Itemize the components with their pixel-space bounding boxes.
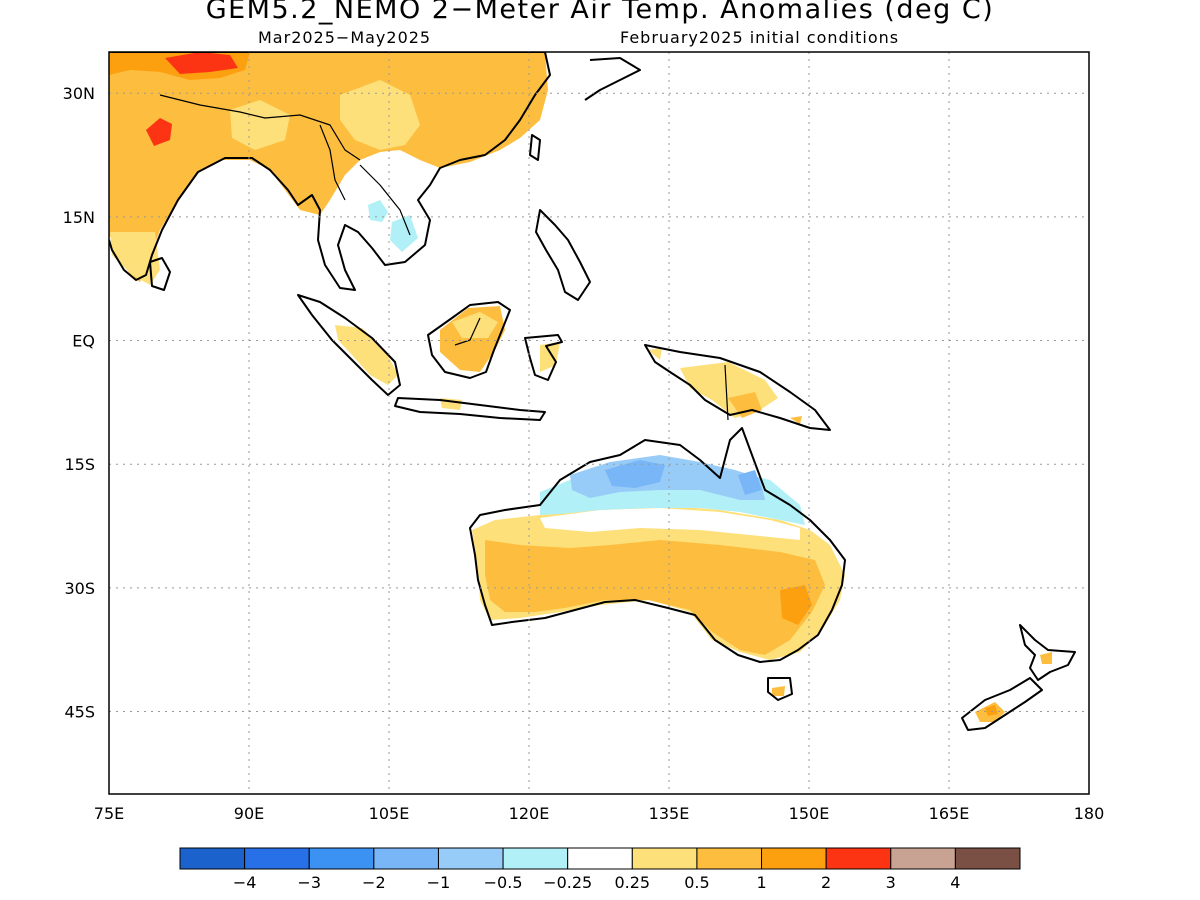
- longitude-label: 180: [1074, 804, 1105, 823]
- graticule: [109, 52, 1089, 794]
- philippines-outline: [535, 209, 591, 301]
- borneo-light: [452, 312, 498, 338]
- australia-outline: [469, 427, 846, 663]
- asia-coastline: [109, 52, 551, 291]
- sulawesi-outline: [524, 334, 563, 381]
- latitude-label: 45S: [64, 703, 95, 722]
- legend-swatch: [308, 847, 375, 870]
- sulawesi-light: [540, 342, 560, 372]
- longitude-label: 90E: [234, 804, 264, 823]
- legend-label: 4: [950, 873, 960, 892]
- coastlines: [109, 52, 1076, 731]
- legend-swatch: [244, 847, 310, 870]
- japan-outline: [584, 57, 641, 101]
- legend-label: −3: [297, 873, 321, 892]
- color-legend: −4 −3 −2 −1 −0.5 −0.25 0.25 0.5 1 2 3 4: [179, 847, 1021, 892]
- longitude-label: 105E: [369, 804, 410, 823]
- country-border: [319, 124, 346, 201]
- new-guinea-light: [648, 348, 662, 360]
- legend-swatch: [761, 847, 827, 870]
- map-frame: [108, 51, 1090, 795]
- longitude-label: 75E: [94, 804, 124, 823]
- australia-white-band: [540, 508, 800, 540]
- legend-label: 0.5: [684, 873, 709, 892]
- new-guinea-outline: [644, 344, 831, 431]
- country-border: [454, 317, 481, 346]
- sumatra-light: [335, 325, 398, 385]
- legend-label: 1: [756, 873, 766, 892]
- legend-swatch: [631, 847, 698, 870]
- taiwan-outline: [529, 134, 541, 161]
- longitude-label: 165E: [929, 804, 970, 823]
- asia-hot-patch: [165, 52, 238, 74]
- new-guinea-warm: [790, 416, 802, 424]
- legend-label: 2: [821, 873, 831, 892]
- indochina-cool-patch: [368, 200, 388, 222]
- new-zealand-warm: [1040, 652, 1052, 664]
- new-zealand-south-outline: [961, 677, 1043, 731]
- legend-swatch: [179, 847, 246, 870]
- legend-swatch: [890, 847, 956, 870]
- legend-swatch: [373, 847, 439, 870]
- indochina-cool-patch: [390, 215, 418, 252]
- legend-swatch: [696, 847, 763, 870]
- latitude-label: 30S: [64, 579, 95, 598]
- australia-cool-strong: [605, 460, 665, 488]
- australia-warm: [485, 540, 825, 655]
- initial-conditions: February2025 initial conditions: [620, 28, 900, 47]
- legend-swatch: [825, 847, 892, 870]
- legend-label: −4: [233, 873, 257, 892]
- sumatra-outline: [297, 294, 401, 396]
- longitude-label: 150E: [789, 804, 830, 823]
- tasmania-outline: [767, 677, 793, 701]
- tasmania-warm: [772, 686, 785, 696]
- legend-swatch: [437, 847, 504, 870]
- legend-swatch: [502, 847, 569, 870]
- legend-label: −0.5: [484, 873, 523, 892]
- forecast-period: Mar2025−May2025: [258, 28, 432, 47]
- asia-hot-patch: [146, 118, 172, 146]
- asia-warm-region: [109, 52, 548, 282]
- country-border: [359, 164, 411, 236]
- latitude-label: 15S: [64, 455, 95, 474]
- country-border: [159, 94, 361, 161]
- latitude-label: EQ: [72, 332, 95, 351]
- legend-label: −1: [427, 873, 451, 892]
- temperature-anomaly-shading: [109, 52, 1052, 722]
- longitude-label: 135E: [649, 804, 690, 823]
- latitude-label: 30N: [63, 84, 95, 103]
- map-title: GEM5.2_NEMO 2−Meter Air Temp. Anomalies …: [205, 0, 995, 25]
- legend-label: −0.25: [543, 873, 592, 892]
- axis-labels: 75E 90E 105E 120E 135E 150E 165E 180 30N 15N EQ 15S…: [63, 84, 1105, 823]
- country-border: [724, 364, 729, 421]
- new-zealand-north-outline: [1019, 624, 1076, 681]
- australia-strong: [780, 585, 812, 625]
- asia-light-patch: [340, 80, 420, 150]
- legend-swatch: [567, 847, 633, 870]
- asia-light-patch: [230, 100, 290, 150]
- new-guinea-warm: [728, 392, 762, 418]
- sri-lanka-outline: [149, 257, 171, 291]
- legend-label: −2: [362, 873, 386, 892]
- new-zealand-strong: [985, 705, 998, 716]
- australia-cool-strong: [738, 470, 762, 495]
- legend-swatch: [954, 847, 1021, 870]
- legend-label: 0.25: [614, 873, 650, 892]
- borneo-outline: [427, 301, 511, 379]
- java-outline: [394, 397, 546, 421]
- longitude-label: 120E: [509, 804, 550, 823]
- legend-label: 3: [886, 873, 896, 892]
- latitude-label: 15N: [63, 208, 95, 227]
